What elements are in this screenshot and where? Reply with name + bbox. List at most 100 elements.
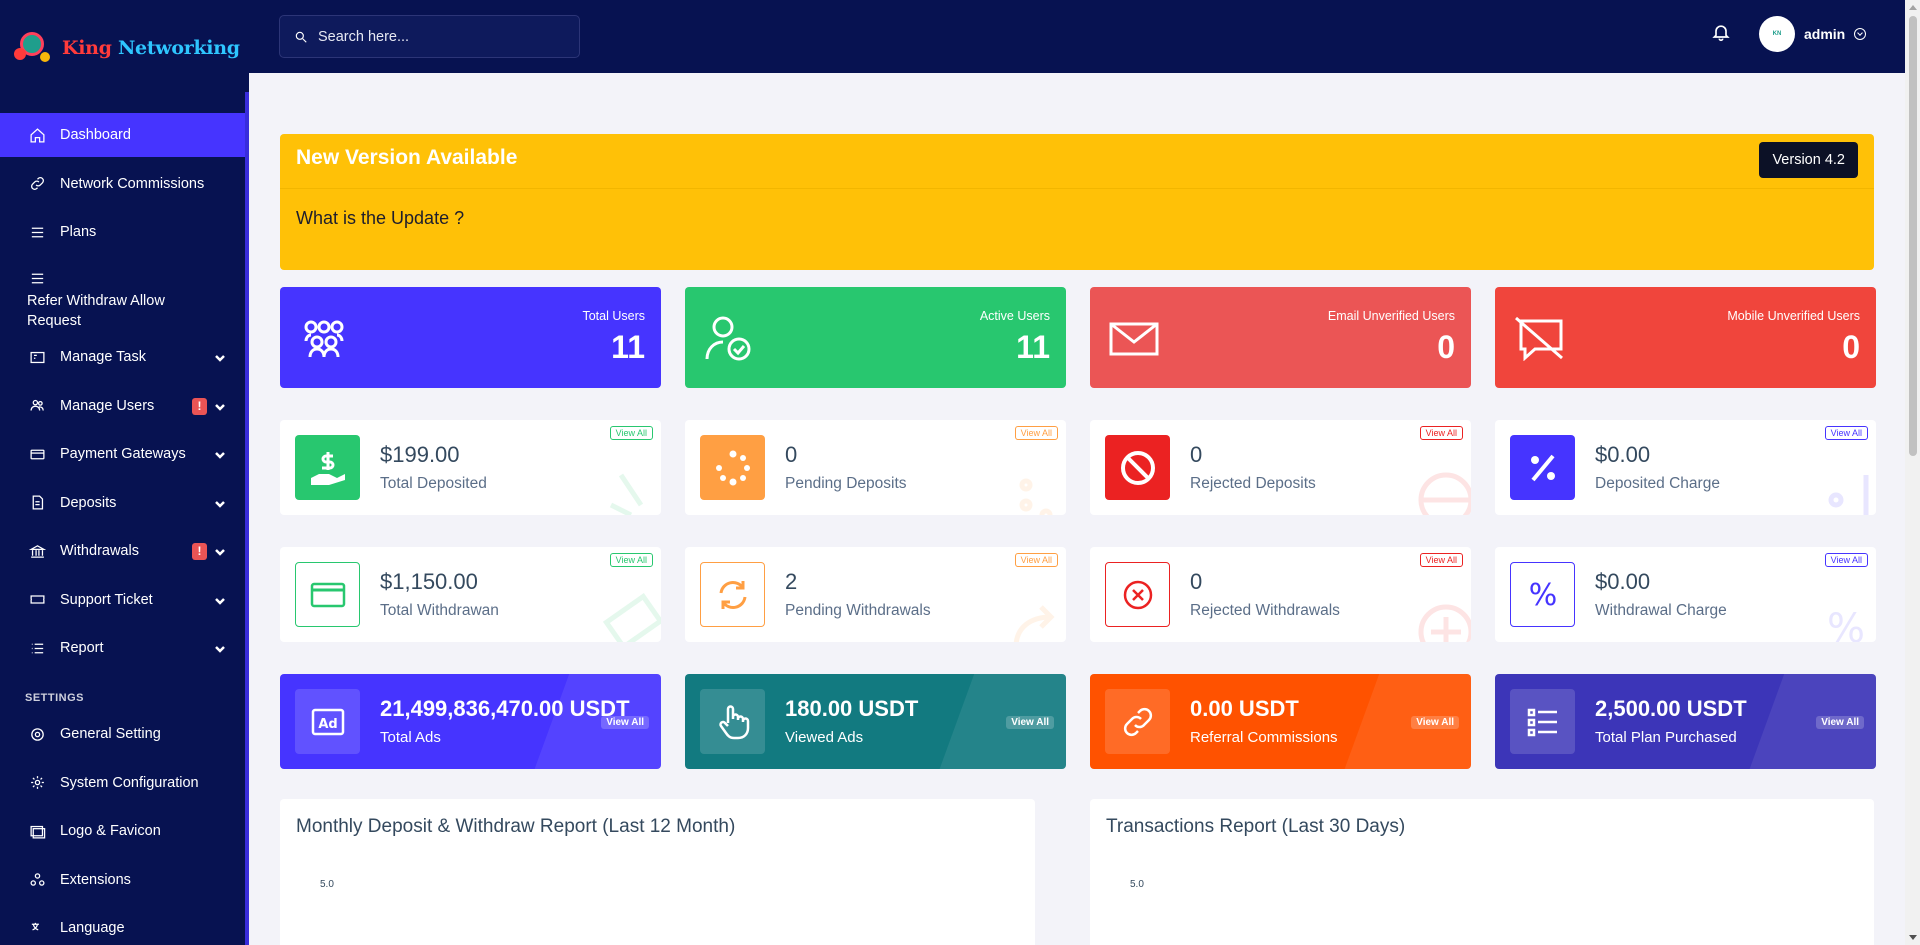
scroll-up-icon[interactable] bbox=[1909, 5, 1917, 10]
view-all-link[interactable]: View All bbox=[609, 426, 653, 440]
sidebar-item-plans[interactable]: Plans bbox=[0, 210, 245, 254]
sidebar-item-network-commissions[interactable]: Network Commissions bbox=[0, 162, 245, 206]
sidebar-item-extensions[interactable]: Extensions bbox=[0, 858, 245, 902]
percent-decoration-icon bbox=[1816, 465, 1876, 515]
sidebar-item-label: Extensions bbox=[60, 871, 131, 888]
ticket-icon bbox=[27, 590, 47, 610]
card-value: $0.00 bbox=[1595, 442, 1651, 467]
sidebar-item-system-configuration[interactable]: System Configuration bbox=[0, 761, 245, 805]
card-value: 21,499,836,470.00 USDT bbox=[380, 696, 630, 721]
y-tick-label: 5.0 bbox=[320, 879, 334, 890]
view-all-link[interactable]: View All bbox=[1411, 716, 1459, 729]
link-icon bbox=[1105, 689, 1170, 754]
card-viewed-ads: 180.00 USDT Viewed Ads View All bbox=[685, 674, 1066, 769]
notification-bell-icon[interactable] bbox=[1711, 22, 1733, 44]
stat-label: Email Unverified Users bbox=[1327, 309, 1455, 323]
sidebar-item-label: Language bbox=[60, 920, 125, 936]
gear-icon bbox=[27, 773, 47, 793]
sidebar-item-general-setting[interactable]: General Setting bbox=[0, 712, 245, 756]
brand-logo[interactable]: King Networking bbox=[12, 30, 240, 66]
sidebar-item-deposits[interactable]: Deposits bbox=[0, 481, 245, 525]
view-all-link[interactable]: View All bbox=[609, 553, 653, 567]
times-decoration-icon bbox=[1411, 592, 1471, 642]
ban-decoration-icon bbox=[1411, 465, 1471, 515]
card-value: 2 bbox=[785, 569, 798, 594]
avatar: KN bbox=[1759, 16, 1795, 52]
view-all-link[interactable]: View All bbox=[1419, 426, 1463, 440]
percent-icon bbox=[1510, 435, 1575, 500]
envelope-icon bbox=[1108, 315, 1164, 361]
card-label: Total Withdrawan bbox=[380, 602, 499, 619]
view-all-link[interactable]: View All bbox=[1014, 426, 1058, 440]
ad-icon: Ad bbox=[295, 689, 360, 754]
sidebar-item-payment-gateways[interactable]: Payment Gateways bbox=[0, 432, 245, 476]
list-icon bbox=[1510, 689, 1575, 754]
sidebar-item-refer-withdraw[interactable]: Refer Withdraw Allow Request bbox=[0, 259, 245, 331]
card-label: Total Ads bbox=[380, 729, 441, 746]
sidebar-item-logo-favicon[interactable]: Logo & Favicon bbox=[0, 809, 245, 853]
settings-section-title: SETTINGS bbox=[25, 692, 85, 704]
topbar: KN admin bbox=[249, 0, 1905, 73]
sidebar-item-manage-users[interactable]: Manage Users ! bbox=[0, 384, 245, 428]
chevron-down-icon bbox=[215, 594, 225, 605]
share-decoration-icon bbox=[1006, 592, 1066, 642]
stat-label: Total Users bbox=[582, 309, 645, 323]
card-total-withdrawn: $1,150.00 Total Withdrawan View All bbox=[280, 547, 661, 642]
stat-active-users[interactable]: Active Users 11 bbox=[685, 287, 1066, 388]
sidebar-item-support-ticket[interactable]: Support Ticket bbox=[0, 578, 245, 622]
card-value: $1,150.00 bbox=[380, 569, 478, 594]
sidebar-item-withdrawals[interactable]: Withdrawals ! bbox=[0, 529, 245, 573]
sidebar-item-label: Deposits bbox=[60, 494, 117, 511]
card-total-ads: Ad 21,499,836,470.00 USDT Total Ads View… bbox=[280, 674, 661, 769]
user-menu[interactable]: KN admin bbox=[1759, 16, 1867, 52]
view-all-link[interactable]: View All bbox=[1419, 553, 1463, 567]
chevron-down-icon bbox=[215, 497, 225, 508]
card-rejected-deposits: 0 Rejected Deposits View All bbox=[1090, 420, 1471, 515]
version-badge[interactable]: Version 4.2 bbox=[1759, 142, 1858, 178]
stat-label: Mobile Unverified Users bbox=[1727, 309, 1860, 323]
card-value: $199.00 bbox=[380, 442, 460, 467]
stat-email-unverified[interactable]: Email Unverified Users 0 bbox=[1090, 287, 1471, 388]
sync-icon bbox=[700, 562, 765, 627]
sidebar-item-language[interactable]: Language bbox=[0, 906, 245, 945]
comment-slash-icon bbox=[1513, 315, 1569, 362]
view-all-link[interactable]: View All bbox=[1006, 716, 1054, 729]
page-scrollbar[interactable] bbox=[1905, 0, 1920, 945]
list-icon bbox=[27, 638, 47, 658]
version-banner: New Version Available Version 4.2 What i… bbox=[280, 134, 1874, 270]
search-box[interactable] bbox=[279, 15, 580, 58]
scroll-down-icon[interactable] bbox=[1909, 935, 1917, 940]
sidebar-scrollbar[interactable] bbox=[245, 92, 249, 945]
view-all-link[interactable]: View All bbox=[1824, 553, 1868, 567]
chevron-down-icon bbox=[215, 642, 225, 653]
transactions-report-panel: Transactions Report (Last 30 Days) 5.0 bbox=[1090, 799, 1874, 945]
sidebar-item-report[interactable]: Report bbox=[0, 626, 245, 670]
chevron-down-icon bbox=[215, 351, 225, 362]
chevron-down-icon bbox=[215, 400, 225, 411]
card-total-deposited: $199.00 Total Deposited View All bbox=[280, 420, 661, 515]
percent-icon: % bbox=[1510, 562, 1575, 627]
spinner-decoration-icon bbox=[1006, 465, 1066, 515]
user-check-icon bbox=[703, 315, 759, 361]
view-all-link[interactable]: View All bbox=[1816, 716, 1864, 729]
card-label: Rejected Withdrawals bbox=[1190, 602, 1340, 619]
sidebar-item-label: Logo & Favicon bbox=[60, 823, 161, 839]
stat-total-users[interactable]: Total Users 11 bbox=[280, 287, 661, 388]
view-all-link[interactable]: View All bbox=[601, 716, 649, 729]
stat-mobile-unverified[interactable]: Mobile Unverified Users 0 bbox=[1495, 287, 1876, 388]
card-pending-deposits: 0 Pending Deposits View All bbox=[685, 420, 1066, 515]
search-input[interactable] bbox=[318, 28, 568, 45]
logo-icon bbox=[12, 30, 56, 66]
view-all-link[interactable]: View All bbox=[1014, 553, 1058, 567]
scroll-thumb[interactable] bbox=[1909, 16, 1917, 456]
link-icon bbox=[27, 174, 47, 194]
y-tick-label: 5.0 bbox=[1130, 879, 1144, 890]
card-value: 2,500.00 USDT bbox=[1595, 696, 1747, 721]
sidebar-item-manage-task[interactable]: Manage Task bbox=[0, 335, 245, 379]
alert-badge: ! bbox=[192, 397, 207, 415]
spinner-icon bbox=[700, 435, 765, 500]
view-all-link[interactable]: View All bbox=[1824, 426, 1868, 440]
hand-pointer-icon bbox=[700, 689, 765, 754]
stat-value: 11 bbox=[1016, 329, 1050, 365]
sidebar-item-dashboard[interactable]: Dashboard bbox=[0, 113, 245, 157]
